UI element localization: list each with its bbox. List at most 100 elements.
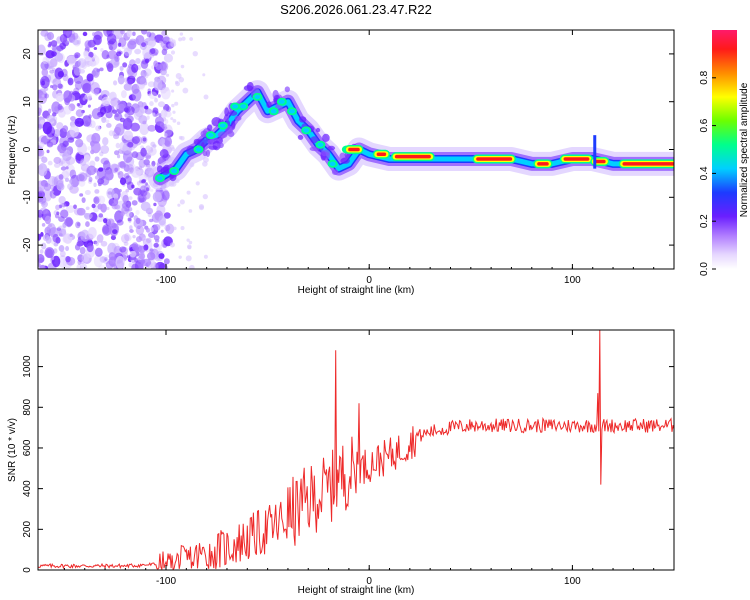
noise-speckle <box>128 262 133 268</box>
noise-speckle <box>123 82 132 91</box>
noise-speckle <box>56 122 64 130</box>
noise-speckle <box>117 161 126 168</box>
snr-xtick-label: 0 <box>366 576 372 587</box>
noise-speckle <box>165 223 175 235</box>
ridge-hotspot-core <box>240 104 247 109</box>
noise-speckle <box>100 157 110 165</box>
noise-speckle <box>140 69 147 78</box>
noise-speckle <box>127 78 134 85</box>
noise-speckle <box>65 255 71 263</box>
ridge-blob <box>315 127 321 133</box>
noise-speckle <box>41 223 46 227</box>
noise-speckle <box>65 166 69 170</box>
noise-speckle <box>130 122 140 132</box>
noise-speckle <box>40 60 49 71</box>
noise-speckle <box>153 202 157 207</box>
noise-speckle <box>151 160 156 167</box>
noise-speckle <box>46 114 56 122</box>
noise-speckle <box>139 122 150 136</box>
noise-speckle <box>113 112 123 121</box>
noise-speckle <box>203 94 209 100</box>
noise-speckle <box>161 30 167 36</box>
noise-speckle <box>175 80 179 85</box>
noise-speckle <box>56 45 64 52</box>
colorbar-tick-label: 0.6 <box>699 118 710 132</box>
noise-speckle <box>38 163 48 177</box>
noise-speckle <box>117 171 124 180</box>
noise-speckle <box>176 121 181 126</box>
noise-speckle <box>127 141 134 148</box>
noise-speckle <box>123 107 129 113</box>
noise-speckle <box>56 182 65 191</box>
noise-speckle <box>59 42 67 50</box>
noise-speckle <box>50 40 58 47</box>
noise-speckle <box>122 117 133 130</box>
noise-speckle <box>103 218 108 224</box>
noise-speckle <box>160 229 164 233</box>
noise-speckle <box>115 142 121 149</box>
noise-speckle <box>171 89 175 93</box>
noise-speckle <box>49 58 58 67</box>
noise-speckle <box>80 264 85 269</box>
noise-speckle <box>79 193 84 197</box>
noise-speckle <box>38 180 46 193</box>
ridge-blob <box>223 114 230 122</box>
noise-speckle <box>136 181 141 186</box>
noise-speckle <box>146 115 150 120</box>
noise-speckle <box>162 36 171 45</box>
noise-speckle <box>76 207 86 216</box>
noise-speckle <box>81 197 86 203</box>
noise-speckle <box>46 149 50 154</box>
noise-speckle <box>69 169 77 179</box>
noise-speckle <box>120 30 125 35</box>
noise-speckle <box>87 95 92 101</box>
noise-speckle <box>147 124 157 132</box>
noise-speckle <box>68 179 73 184</box>
noise-speckle <box>76 103 81 107</box>
noise-speckle <box>149 101 154 107</box>
noise-speckle <box>57 83 63 89</box>
noise-speckle <box>53 242 59 247</box>
noise-speckle <box>62 73 69 82</box>
noise-speckle <box>165 73 170 77</box>
noise-speckle <box>170 117 174 121</box>
noise-speckle <box>192 50 198 57</box>
noise-speckle <box>123 83 133 91</box>
snr-ytick-label: 400 <box>22 480 33 497</box>
noise-speckle <box>180 226 185 231</box>
noise-speckle <box>158 262 168 269</box>
noise-speckle <box>64 177 70 182</box>
noise-speckle <box>140 60 149 69</box>
spectrogram-heatmap <box>38 30 674 269</box>
noise-speckle <box>86 73 94 82</box>
noise-speckle <box>61 144 68 151</box>
noise-speckle <box>112 133 120 140</box>
ridge-blob <box>284 86 290 93</box>
noise-speckle <box>44 215 52 225</box>
ridge-hotspot-core <box>171 168 178 174</box>
noise-speckle <box>160 189 170 202</box>
noise-speckle <box>172 226 177 231</box>
colorbar-tick-label: 0.2 <box>699 214 710 228</box>
noise-speckle <box>44 226 51 236</box>
noise-speckle <box>102 225 110 235</box>
ridge-hotspot-core <box>303 128 310 133</box>
noise-speckle <box>119 246 127 253</box>
noise-speckle <box>47 108 52 114</box>
ridge-hotspot-core <box>156 175 163 181</box>
noise-speckle <box>66 55 77 66</box>
noise-speckle <box>67 77 74 86</box>
noise-speckle <box>177 203 181 207</box>
noise-speckle <box>124 175 132 185</box>
noise-speckle <box>46 225 50 230</box>
noise-speckle <box>83 50 89 57</box>
noise-speckle <box>44 247 55 259</box>
noise-speckle <box>132 31 136 37</box>
noise-speckle <box>123 241 129 246</box>
noise-speckle <box>88 176 93 183</box>
noise-speckle <box>202 193 208 200</box>
noise-speckle <box>95 125 101 132</box>
